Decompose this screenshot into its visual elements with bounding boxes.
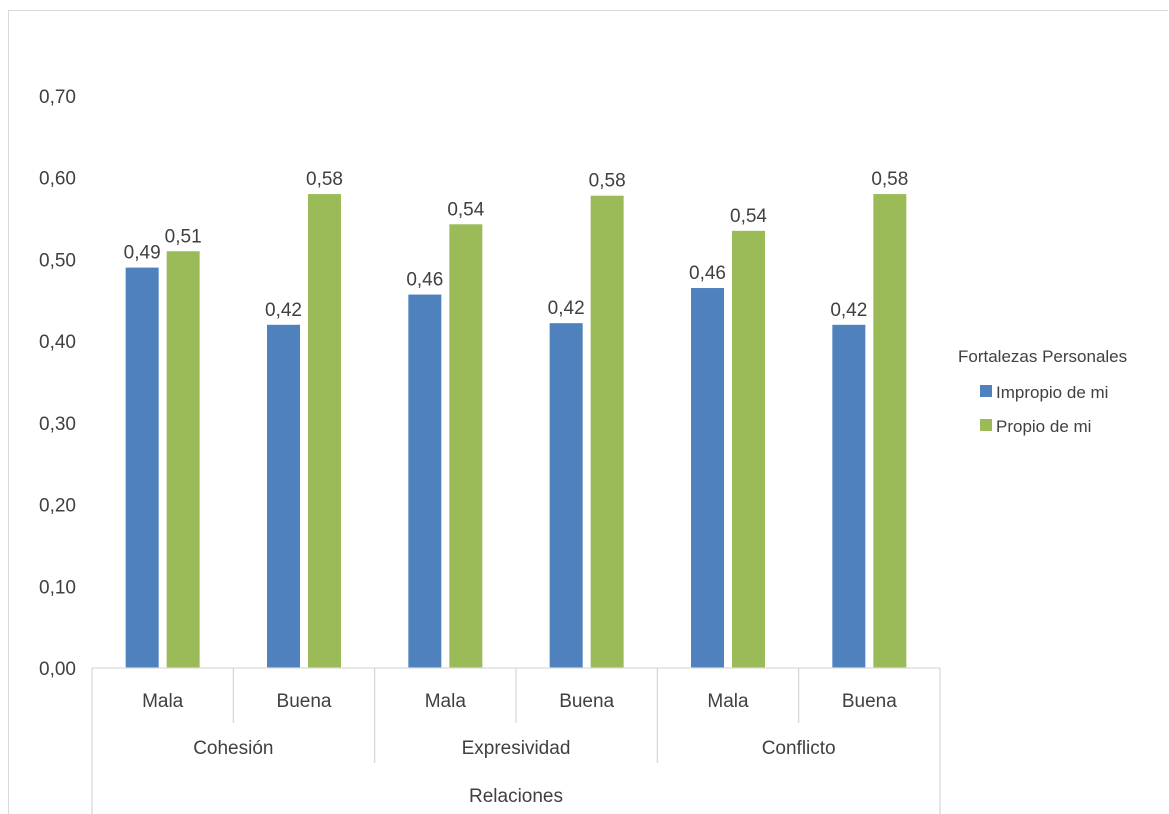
- legend-label: Impropio de mi: [996, 383, 1108, 402]
- bar: [449, 224, 483, 668]
- chart-frame: [8, 10, 1168, 814]
- x-tick-label: Buena: [559, 691, 614, 712]
- x-tick-label: Buena: [277, 691, 332, 712]
- data-label: 0,42: [265, 300, 302, 321]
- x-group-label: Conflicto: [762, 738, 836, 759]
- legend-swatch: [980, 385, 992, 397]
- y-tick-label: 0,60: [39, 169, 76, 190]
- x-tick-label: Mala: [707, 691, 749, 712]
- x-outer-label: Relaciones: [469, 786, 563, 807]
- bar: [267, 324, 300, 668]
- y-tick-label: 0,40: [39, 332, 76, 353]
- x-tick-label: Mala: [425, 691, 467, 712]
- legend-title: Fortalezas Personales: [958, 347, 1127, 366]
- legend-label: Propio de mi: [996, 417, 1091, 436]
- x-group-label: Expresividad: [462, 738, 571, 759]
- legend-swatch: [980, 419, 992, 431]
- data-label: 0,58: [589, 171, 626, 192]
- bar: [590, 195, 624, 669]
- y-tick-label: 0,30: [39, 414, 76, 435]
- y-tick-label: 0,10: [39, 577, 76, 598]
- bar: [308, 194, 341, 669]
- bar: [549, 323, 583, 668]
- x-tick-label: Mala: [142, 691, 184, 712]
- data-label: 0,54: [730, 206, 767, 227]
- y-tick-label: 0,20: [39, 496, 76, 517]
- bar: [125, 267, 159, 668]
- bar: [732, 230, 765, 669]
- y-tick-label: 0,70: [39, 87, 76, 108]
- data-label: 0,51: [165, 226, 202, 247]
- y-tick-label: 0,50: [39, 250, 76, 271]
- data-label: 0,46: [406, 270, 443, 291]
- data-label: 0,42: [830, 300, 867, 321]
- data-label: 0,54: [447, 199, 484, 220]
- bar: [408, 294, 442, 668]
- y-tick-label: 0,00: [39, 659, 76, 680]
- bar: [166, 251, 200, 668]
- data-label: 0,58: [871, 169, 908, 190]
- bar: [873, 194, 907, 669]
- bar: [691, 288, 724, 668]
- data-label: 0,42: [548, 298, 585, 319]
- data-label: 0,49: [124, 243, 161, 264]
- x-group-label: Cohesión: [193, 738, 273, 759]
- data-label: 0,46: [689, 263, 726, 284]
- x-tick-label: Buena: [842, 691, 897, 712]
- data-label: 0,58: [306, 169, 343, 190]
- bar: [832, 324, 866, 668]
